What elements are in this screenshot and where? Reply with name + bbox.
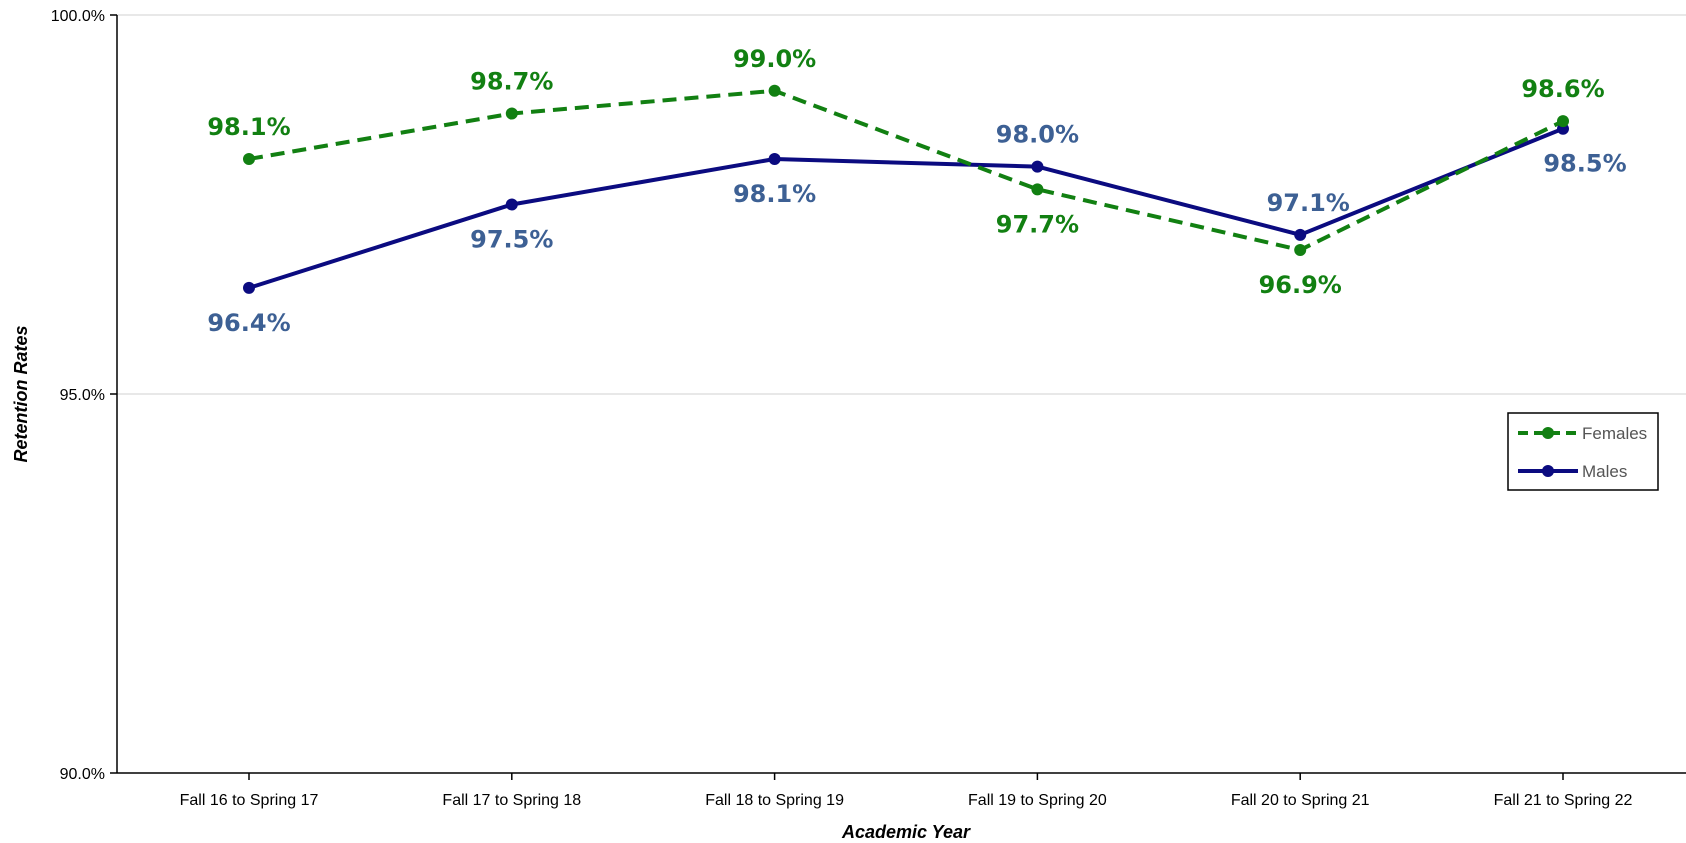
y-tick-labels: 90.0% 95.0% 100.0%: [51, 8, 117, 783]
data-point-females: [1557, 115, 1569, 128]
x-tick-label: Fall 16 to Spring 17: [180, 792, 319, 809]
data-point-males: [243, 281, 255, 294]
x-tick-label: Fall 21 to Spring 22: [1494, 792, 1633, 809]
data-point-females: [1031, 183, 1044, 196]
y-axis-title: Retention Rates: [11, 325, 31, 462]
legend: Females Males: [1507, 412, 1659, 491]
data-point-males: [768, 153, 781, 166]
data-label-males: 98.0%: [996, 121, 1079, 149]
data-label-females: 98.6%: [1521, 75, 1604, 103]
x-tick-label: Fall 18 to Spring 19: [705, 792, 844, 809]
data-label-females: 99.0%: [733, 45, 816, 73]
legend-females-marker: [1542, 427, 1554, 439]
x-tick-label: Fall 19 to Spring 20: [968, 792, 1107, 809]
x-tick-label: Fall 20 to Spring 21: [1231, 792, 1370, 809]
data-label-females: 98.1%: [207, 113, 290, 141]
data-point-males: [1031, 160, 1044, 173]
data-point-males: [505, 198, 518, 211]
y-tick-label: 100.0%: [51, 8, 105, 25]
series-line-males: [248, 126, 1564, 290]
data-label-males: 97.5%: [470, 226, 553, 254]
data-label-females: 96.9%: [1259, 271, 1342, 299]
data-label-females: 98.7%: [470, 68, 553, 96]
data-point-females: [243, 153, 255, 166]
legend-box: [1507, 412, 1659, 491]
gridlines: [117, 14, 1686, 395]
data-label-males: 98.1%: [733, 180, 816, 208]
y-tick-label: 90.0%: [60, 766, 105, 783]
data-label-females: 97.7%: [996, 210, 1079, 238]
x-tick-labels: Fall 16 to Spring 17 Fall 17 to Spring 18…: [180, 773, 1633, 809]
data-point-females: [1294, 243, 1307, 256]
data-label-males: 96.4%: [207, 309, 290, 337]
data-point-females: [505, 107, 518, 120]
series-line-females: [248, 88, 1564, 252]
series: [243, 84, 1569, 294]
data-point-females: [768, 84, 781, 97]
data-point-males: [1294, 228, 1307, 241]
x-axis-title: Academic Year: [841, 822, 971, 842]
legend-males-marker: [1542, 465, 1554, 477]
data-label-males: 98.5%: [1543, 150, 1626, 178]
x-tick-label: Fall 17 to Spring 18: [442, 792, 581, 809]
data-labels: 96.4% 97.5% 98.1% 98.0% 97.1% 98.5% 98.1% 98.7%…: [207, 45, 1626, 337]
legend-females-label: Females: [1582, 424, 1647, 443]
data-label-males: 97.1%: [1267, 189, 1350, 217]
legend-males-label: Males: [1582, 462, 1627, 481]
y-tick-label: 95.0%: [60, 387, 105, 404]
